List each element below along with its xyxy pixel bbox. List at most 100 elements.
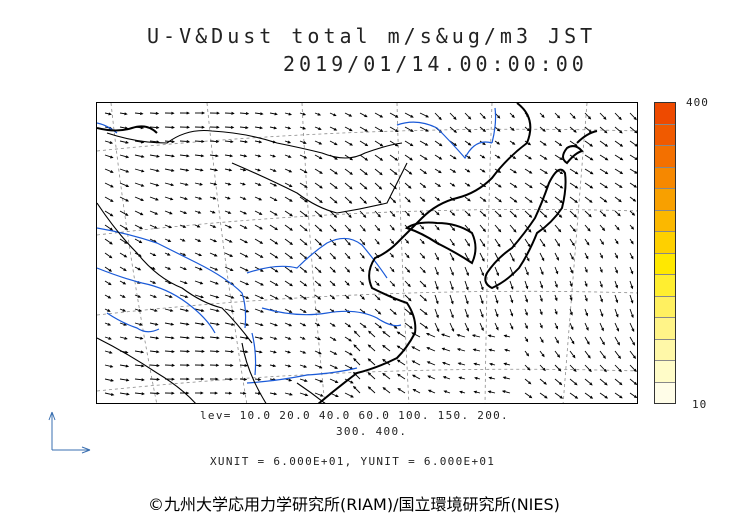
wind-vector xyxy=(404,168,412,175)
wind-vector-head xyxy=(109,255,113,259)
wind-vector xyxy=(284,322,292,327)
wind-vector-head xyxy=(319,185,323,189)
wind-vector-head xyxy=(382,344,386,348)
wind-vector-head xyxy=(602,227,606,232)
wind-vector-head xyxy=(363,200,367,204)
wind-vector xyxy=(374,168,383,175)
wind-vector-head xyxy=(216,322,220,326)
wind-vector-head xyxy=(465,300,469,305)
wind-vector-head xyxy=(229,154,234,158)
wind-vector-head xyxy=(378,325,383,329)
wind-vector xyxy=(494,210,502,217)
wind-vector xyxy=(149,350,159,353)
wind-vector-head xyxy=(139,336,144,340)
wind-vector-head xyxy=(274,212,278,216)
wind-vector-head xyxy=(425,114,430,118)
wind-vector-head xyxy=(289,392,293,396)
wind-vector xyxy=(134,210,143,216)
wind-vector-head xyxy=(502,376,507,380)
wind-vector-head xyxy=(482,142,486,146)
wind-vector-head xyxy=(259,226,263,230)
wind-vector xyxy=(389,168,398,175)
wind-vector-head xyxy=(407,283,411,288)
wind-vector xyxy=(524,210,532,218)
wind-vector xyxy=(119,378,129,381)
wind-vector-head xyxy=(451,242,455,247)
wind-vector xyxy=(104,210,113,217)
wind-vector-head xyxy=(156,350,160,354)
wind-vector xyxy=(329,252,336,260)
wind-vector-head xyxy=(199,182,203,186)
wind-vector xyxy=(494,266,499,276)
wind-vector xyxy=(254,238,263,244)
wind-vector xyxy=(359,182,367,190)
wind-vector xyxy=(554,182,563,189)
wind-vector-head xyxy=(216,336,220,340)
wind-vector xyxy=(149,196,159,201)
wind-vector-head xyxy=(379,157,384,161)
wind-vector xyxy=(479,308,484,318)
wind-vector xyxy=(494,322,499,330)
wind-vector-head xyxy=(442,361,446,365)
wind-vector-head xyxy=(584,283,588,288)
wind-vector xyxy=(119,364,129,367)
wind-vector-head xyxy=(584,269,588,273)
wind-vector xyxy=(509,210,517,218)
wind-vector-head xyxy=(319,365,323,369)
wind-vector xyxy=(539,140,547,146)
wind-vector-head xyxy=(319,200,323,204)
wind-vector xyxy=(412,374,421,380)
wind-vector-head xyxy=(634,130,637,134)
wind-vector xyxy=(284,238,293,245)
wind-vector xyxy=(284,266,293,273)
wind-vector xyxy=(584,336,590,345)
wind-vector xyxy=(344,392,354,398)
wind-vector xyxy=(599,392,608,399)
wind-vector-head xyxy=(465,286,469,291)
wind-vector-head xyxy=(289,269,293,273)
wind-vector-head xyxy=(319,156,323,160)
wind-vector-head xyxy=(379,114,384,118)
wind-vector xyxy=(239,238,248,244)
wind-vector xyxy=(599,378,608,386)
wind-vector-head xyxy=(438,116,442,121)
wind-vector-head xyxy=(318,127,322,130)
wind-vector-head xyxy=(488,348,492,352)
wind-vector xyxy=(614,210,621,217)
wind-vector xyxy=(554,140,562,146)
wind-vector-head xyxy=(214,267,219,271)
wind-vector-head xyxy=(570,270,573,274)
wind-vector xyxy=(119,196,129,202)
wind-dust-map xyxy=(96,102,638,404)
wind-vector-head xyxy=(526,258,530,262)
wind-vector-head xyxy=(110,378,115,382)
wind-vector-head xyxy=(436,328,440,333)
wind-vector-head xyxy=(156,126,160,130)
wind-vector xyxy=(479,266,484,276)
wind-vector-head xyxy=(260,296,265,300)
wind-vector-head xyxy=(575,171,579,175)
colorbar-segment xyxy=(655,124,675,146)
wind-vector xyxy=(104,350,112,354)
wind-vector-head xyxy=(108,112,112,116)
wind-vector-head xyxy=(529,170,533,174)
wind-vector xyxy=(397,388,406,394)
wind-vector-head xyxy=(466,272,469,277)
wind-vector-head xyxy=(215,154,219,158)
wind-vector-head xyxy=(615,240,619,245)
wind-vector-head xyxy=(544,171,548,174)
wind-vector-head xyxy=(498,214,502,218)
wind-vector xyxy=(397,373,406,380)
wind-vector xyxy=(194,266,202,271)
wind-vector xyxy=(314,210,323,218)
wind-vector-head xyxy=(288,169,293,173)
wind-vector xyxy=(194,252,202,256)
wind-vector xyxy=(104,154,113,159)
wind-vector-head xyxy=(182,253,187,256)
wind-vector-head xyxy=(139,322,143,326)
wind-vector-head xyxy=(362,241,366,246)
wind-vector xyxy=(524,196,533,203)
wind-vector-head xyxy=(555,270,559,275)
wind-vector xyxy=(254,140,262,143)
wind-vector xyxy=(599,182,608,189)
